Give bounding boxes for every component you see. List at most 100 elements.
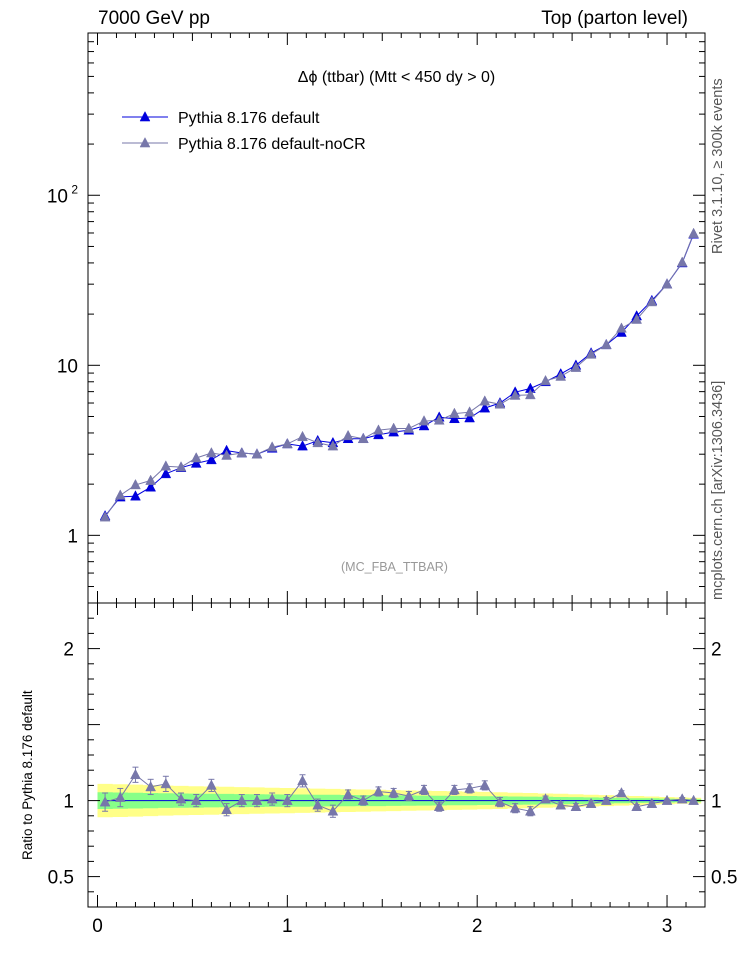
data-point-default-nocr xyxy=(509,389,521,400)
ratio-data-point xyxy=(190,794,202,805)
data-point-default-nocr xyxy=(357,432,369,444)
data-point-default-nocr xyxy=(449,407,460,418)
data-point-default-nocr xyxy=(661,278,673,289)
data-point-default-nocr xyxy=(190,452,202,463)
legend-marker xyxy=(139,137,151,148)
data-point-default-nocr xyxy=(585,348,597,359)
legend-marker xyxy=(139,111,151,122)
ratio-data-point xyxy=(130,768,141,780)
ratio-data-point xyxy=(661,794,673,805)
analysis-watermark: (MC_FBA_TTBAR) xyxy=(341,560,448,574)
ratio-data-point xyxy=(418,784,430,795)
data-point-default-nocr xyxy=(145,474,157,485)
ratio-data-point xyxy=(464,782,475,793)
data-point-default-nocr xyxy=(130,478,141,490)
ratio-data-point xyxy=(175,793,187,804)
data-point-default-nocr xyxy=(342,429,354,441)
data-point-default xyxy=(160,467,172,479)
ratio-data-point xyxy=(388,787,400,798)
data-point-default-nocr xyxy=(388,422,400,433)
ratio-y-tick-label-right: 0.5 xyxy=(711,868,737,889)
ratio-data-point xyxy=(357,794,369,805)
main-plot-title: Δϕ (ttbar) (Mtt < 450 dy > 0) xyxy=(298,69,496,86)
data-point-default xyxy=(145,481,157,492)
data-point-default-nocr xyxy=(464,406,475,417)
ratio-data-point xyxy=(327,805,339,816)
data-point-default xyxy=(479,402,491,413)
ratio-data-point xyxy=(479,779,491,790)
ratio-data-point xyxy=(281,794,293,805)
ratio-data-point xyxy=(676,793,688,804)
ratio-y-tick-label-right: 1 xyxy=(711,792,722,813)
ratio-x-tick-label: 2 xyxy=(472,916,483,937)
ratio-data-point xyxy=(236,794,248,805)
ratio-data-point xyxy=(297,774,308,786)
data-point-default-nocr xyxy=(266,441,278,452)
data-point-default-nocr xyxy=(540,374,551,386)
ratio-y-tick-label-left: 2 xyxy=(63,640,74,661)
data-point-default-nocr xyxy=(251,448,263,459)
data-point-default-nocr xyxy=(570,361,582,372)
data-point-default-nocr xyxy=(114,489,126,500)
data-point-default-nocr xyxy=(479,395,491,406)
ratio-data-point xyxy=(114,791,126,802)
ratio-data-point xyxy=(145,780,157,792)
data-point-default-nocr xyxy=(616,322,627,333)
ratio-y-tick-label-right: 2 xyxy=(711,640,722,661)
ratio-data-point xyxy=(251,794,263,805)
data-point-default xyxy=(206,453,217,465)
ratio-x-tick-label: 1 xyxy=(282,916,293,937)
data-point-default-nocr xyxy=(403,422,415,433)
series-line-default xyxy=(104,234,695,517)
legend-label: Pythia 8.176 default xyxy=(178,110,320,127)
ratio-data-point xyxy=(585,797,597,808)
legend-label: Pythia 8.176 default-noCR xyxy=(178,136,366,153)
ratio-data-point xyxy=(646,797,658,808)
ratio-data-point xyxy=(206,779,217,790)
ratio-frame xyxy=(87,602,706,908)
data-point-default-nocr xyxy=(418,415,430,426)
data-point-default xyxy=(297,440,308,451)
ratio-data-point xyxy=(616,787,627,798)
ratio-y-tick-label-left: 1 xyxy=(63,792,74,813)
ratio-data-point xyxy=(221,803,232,815)
data-point-default xyxy=(449,412,460,424)
data-point-default-nocr xyxy=(676,256,688,267)
ratio-data-point xyxy=(631,800,643,811)
ratio-series-line xyxy=(104,774,694,812)
data-point-default-nocr xyxy=(175,461,187,472)
data-point-default-nocr xyxy=(297,430,308,442)
main-y-tick-label: 1 xyxy=(67,526,78,547)
ratio-data-point xyxy=(449,784,460,795)
main-y-tick-exponent: 2 xyxy=(71,182,78,196)
data-point-default-nocr xyxy=(631,313,643,324)
data-point-default xyxy=(130,490,141,501)
ratio-data-point xyxy=(494,796,506,807)
ratio-data-point xyxy=(509,802,521,813)
ratio-data-point xyxy=(600,794,612,805)
data-point-default-nocr xyxy=(524,388,536,400)
ratio-y-tick-label-left: 0.5 xyxy=(48,868,74,889)
data-point-default-nocr xyxy=(373,424,384,435)
ratio-plot-panel: 0 1 2 3 0.5 0.5 1 1 2 2 xyxy=(48,602,737,937)
ratio-x-tick-label: 3 xyxy=(662,916,673,937)
ratio-data-point xyxy=(160,777,172,789)
ratio-data-point xyxy=(433,800,445,811)
data-point-default-nocr xyxy=(494,398,506,409)
data-point-default xyxy=(190,457,202,468)
data-point-default-nocr xyxy=(160,460,172,471)
ratio-data-point xyxy=(312,799,324,810)
data-point-default-nocr xyxy=(99,511,111,522)
data-point-default-nocr xyxy=(555,370,567,381)
data-point-default-nocr xyxy=(600,338,612,350)
data-point-default-nocr xyxy=(327,440,339,451)
ratio-x-tick-label: 0 xyxy=(92,916,103,937)
main-y-tick-label: 10 xyxy=(47,186,68,207)
ratio-data-point xyxy=(266,793,278,804)
data-point-default-nocr xyxy=(688,227,699,238)
ratio-data-point xyxy=(524,805,536,816)
data-point-default-nocr xyxy=(312,436,324,448)
data-point-default-nocr xyxy=(433,414,445,425)
